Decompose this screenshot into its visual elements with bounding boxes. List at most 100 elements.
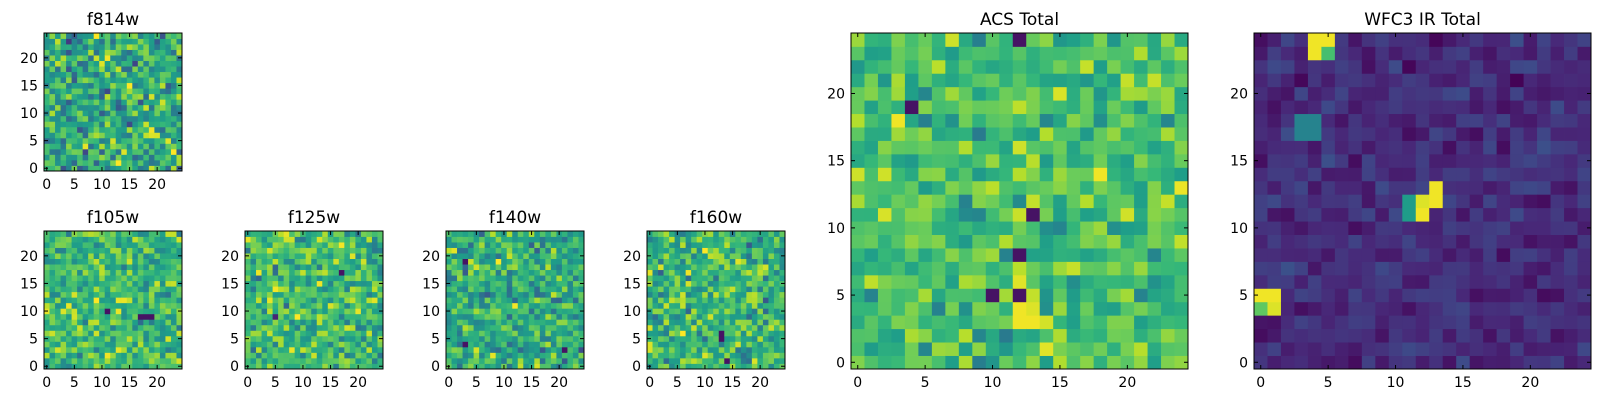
heatmap-cell [170,99,177,106]
heatmap-cell [1134,301,1148,316]
heatmap-cell [126,264,133,271]
heatmap-cell [121,352,128,359]
heatmap-cell [707,275,714,282]
heatmap-cell [165,66,172,73]
heatmap-cell [143,82,150,89]
heatmap-cell [1388,248,1403,262]
heatmap-cell [316,258,323,265]
heatmap-cell [550,247,557,254]
x-tick-label: 15 [523,375,541,391]
heatmap-cell [1280,301,1295,316]
heatmap-cell [311,346,318,353]
heatmap-cell [1134,153,1148,168]
heatmap-cell [931,33,946,47]
heatmap-cell [523,275,530,282]
heatmap-cell [344,275,351,282]
heatmap-cell [479,352,486,359]
heatmap-cell [1564,73,1578,88]
heatmap-cell [517,363,524,370]
heatmap-cell [999,180,1014,195]
heatmap-cell [44,297,50,304]
heatmap-cell [143,126,150,133]
heatmap-cell [768,297,775,304]
heatmap-cell [479,341,486,348]
heatmap-cell [272,335,279,342]
heatmap-cell [1456,153,1471,168]
heatmap-cell [663,363,670,370]
heatmap-cell [338,346,345,353]
heatmap-cell [71,93,78,100]
heatmap-cell [1107,127,1121,141]
heatmap-cell [669,286,675,293]
heatmap-cell [49,121,56,128]
axes-frame [850,32,1189,370]
heatmap-cell [1093,207,1108,222]
heatmap-cell [261,352,268,359]
heatmap-cell [762,264,769,271]
heatmap-cell [1469,248,1484,262]
heatmap-cell [60,363,67,370]
heatmap-cell [104,110,111,117]
heatmap-cell [680,286,687,293]
heatmap-cell [864,288,879,303]
heatmap-cell [1107,113,1121,128]
heatmap-cell [1280,248,1295,262]
heatmap-cell [779,269,786,276]
heatmap-cell [1348,315,1363,330]
heatmap-cell [729,341,736,348]
heatmap-cell [176,33,183,39]
heatmap-cell [735,363,742,370]
heatmap-cell [473,308,480,315]
heatmap-cell [360,236,367,243]
heatmap-cell [355,308,362,315]
heatmap-cell [355,264,362,271]
heatmap-cell [1174,234,1189,249]
heatmap-cell [1361,167,1376,182]
heatmap-cell [545,236,552,243]
heatmap-cell [773,231,780,237]
heatmap-cell [77,154,84,161]
heatmap-cell [473,236,480,243]
heatmap-cell [245,286,251,293]
heatmap-cell [490,253,497,259]
heatmap-cell [44,247,50,254]
heatmap-cell [1066,288,1081,303]
heatmap-cell [985,328,1000,343]
heatmap-cell [93,60,100,67]
heatmap-cell [674,253,681,259]
heatmap-cell [740,253,747,259]
heatmap-cell [159,319,166,326]
heatmap-cell [877,86,892,101]
heatmap-cell [696,363,703,370]
heatmap-cell [49,137,56,144]
heatmap-cell [1402,180,1417,195]
heatmap-cell [523,335,530,342]
heatmap-cell [137,93,144,100]
heatmap-cell [338,341,345,348]
heatmap-cell [294,302,301,309]
heatmap-cell [534,297,541,304]
y-tick-label: 20 [422,249,440,265]
heatmap-cell [1147,328,1162,343]
heatmap-cell [371,231,378,237]
heatmap-cell [294,308,301,315]
heatmap-cell [1120,33,1135,47]
heatmap-cell [137,242,144,248]
heatmap-cell [1294,261,1309,276]
y-tick-label: 5 [29,134,38,150]
heatmap-cell [1456,194,1471,209]
heatmap-cell [768,341,775,348]
heatmap-cell [1523,33,1538,47]
heatmap-cell [751,280,758,287]
heatmap-cell [757,319,764,326]
heatmap-cell [66,264,72,271]
heatmap-cell [517,335,524,342]
heatmap-cell [44,104,50,111]
heatmap-cell [261,280,268,287]
heatmap-cell [1361,221,1376,235]
heatmap-cell [60,77,67,84]
heatmap-cell [740,280,747,287]
heatmap-cell [1361,33,1376,47]
heatmap-cell [572,264,579,271]
